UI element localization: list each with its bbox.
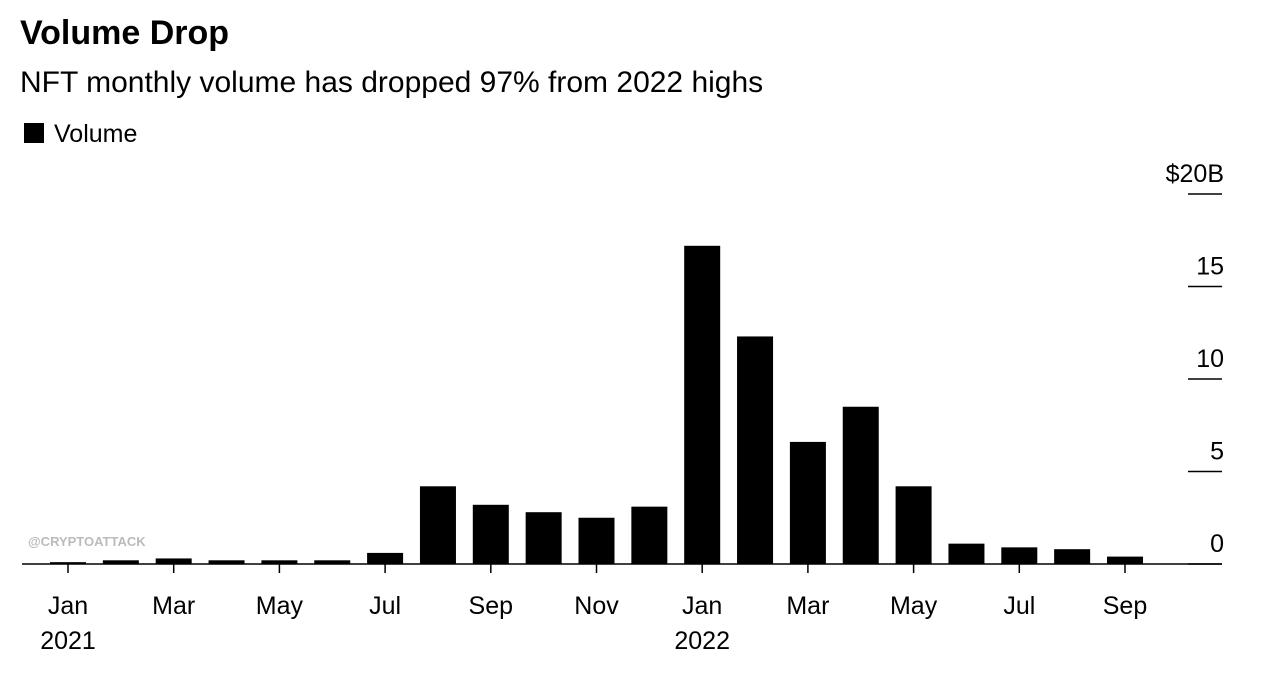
bar [684, 245, 721, 565]
bar [155, 558, 192, 564]
bar [578, 517, 615, 564]
legend-label: Volume [54, 120, 137, 148]
bar [419, 486, 456, 564]
x-tick-label: May [890, 592, 938, 620]
x-year-label: 2022 [674, 627, 730, 655]
bar [895, 486, 932, 564]
bar [842, 406, 879, 564]
x-tick-label: Nov [574, 592, 619, 620]
x-year-label: 2021 [40, 627, 96, 655]
bar [314, 560, 351, 564]
y-tick-label: $20B [1166, 160, 1224, 188]
bar [208, 560, 245, 564]
bar [1001, 547, 1038, 564]
bar [948, 543, 985, 564]
y-tick-label: 10 [1196, 345, 1224, 373]
x-tick-label: Jul [1003, 592, 1035, 620]
x-tick-label: Sep [1103, 592, 1147, 620]
x-tick-label: Sep [469, 592, 513, 620]
bar [50, 562, 86, 564]
x-tick-label: Jul [369, 592, 401, 620]
chart-subtitle: NFT monthly volume has dropped 97% from … [20, 66, 763, 99]
x-tick-label: Mar [786, 592, 829, 620]
bar [472, 504, 509, 564]
bar [789, 441, 826, 564]
y-tick-label: 15 [1196, 253, 1224, 281]
watermark: @CRYPTOATTACK [28, 534, 146, 549]
chart-title: Volume Drop [20, 14, 229, 52]
bar [102, 560, 139, 564]
bar [631, 506, 668, 564]
bar [1107, 556, 1143, 564]
x-tick-label: Mar [152, 592, 195, 620]
bar [1054, 549, 1091, 564]
bar [525, 512, 562, 564]
bar [261, 560, 298, 564]
x-tick-label: May [256, 592, 304, 620]
legend-swatch [24, 123, 44, 143]
y-tick-label: 0 [1210, 530, 1224, 558]
bar [737, 336, 774, 564]
bar [367, 552, 404, 564]
y-tick-label: 5 [1210, 438, 1224, 466]
x-tick-label: Jan [682, 592, 722, 620]
x-tick-label: Jan [48, 592, 88, 620]
